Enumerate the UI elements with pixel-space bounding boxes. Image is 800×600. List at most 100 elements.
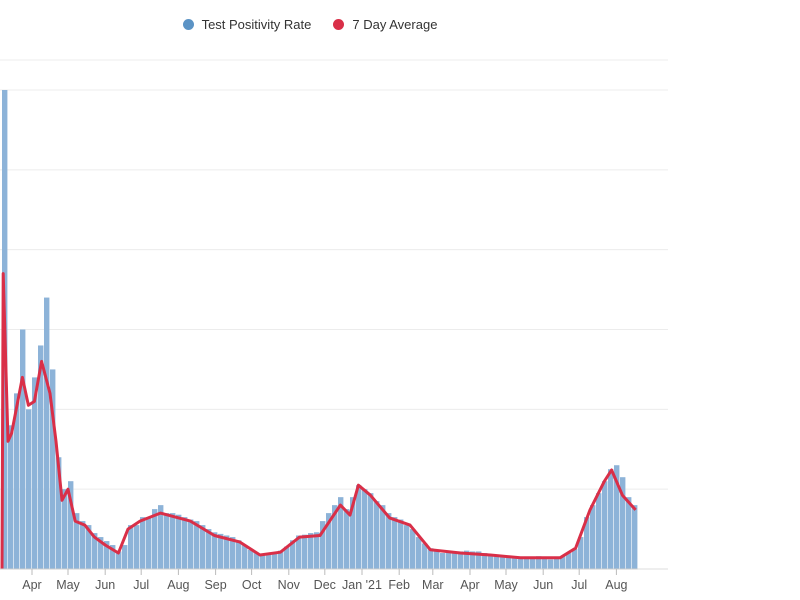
bar [584, 517, 590, 569]
bar [116, 551, 122, 569]
bar [248, 549, 254, 569]
bar [350, 497, 356, 569]
bar [494, 556, 500, 569]
x-tick-label: Mar [422, 578, 444, 592]
bar [134, 525, 140, 569]
bar [338, 497, 344, 569]
bar [62, 489, 68, 569]
bar [530, 558, 536, 569]
bar [554, 558, 560, 569]
bar [146, 517, 152, 569]
x-tick-label: Oct [242, 578, 262, 592]
bar [578, 537, 584, 569]
x-tick-label: Jul [133, 578, 149, 592]
x-tick-label: May [494, 578, 518, 592]
bar [332, 505, 338, 569]
bar [170, 513, 176, 569]
bar [110, 545, 116, 569]
bar [560, 556, 566, 569]
x-tick-label: Apr [460, 578, 479, 592]
bars [2, 90, 638, 569]
bar [548, 559, 554, 569]
bar [446, 553, 452, 569]
x-axis: Apr May Jun Jul Aug Sep Oct Nov Dec Jan '21 Feb Mar… [0, 568, 638, 592]
bar [434, 551, 440, 569]
bar [596, 493, 602, 569]
bar [242, 545, 248, 569]
bar [314, 532, 320, 569]
bar [380, 505, 386, 569]
bar [128, 525, 134, 569]
bar [362, 489, 368, 569]
bar [104, 541, 110, 569]
bar [632, 505, 638, 569]
x-tick-label: Dec [314, 578, 336, 592]
gridlines [0, 59, 668, 570]
legend-item-test-positivity-rate[interactable]: Test Positivity Rate [182, 17, 312, 32]
bar [626, 497, 632, 569]
bar [296, 535, 302, 569]
bar [308, 533, 314, 569]
bar [422, 543, 428, 569]
bar [278, 550, 284, 569]
bar [320, 521, 326, 569]
bar [272, 553, 278, 569]
bar [602, 481, 608, 569]
x-tick-label: Feb [388, 578, 410, 592]
bar [590, 505, 596, 569]
bar [344, 509, 350, 569]
bar [302, 534, 308, 569]
bar [188, 519, 194, 569]
bar [566, 553, 572, 569]
bar [38, 345, 44, 569]
bar [536, 556, 542, 569]
bar [140, 517, 146, 569]
bar [428, 548, 434, 569]
bar [614, 465, 620, 569]
bar [620, 477, 626, 569]
bar [326, 513, 332, 569]
bar [404, 525, 410, 569]
legend: Test Positivity Rate 7 Day Average [0, 17, 620, 32]
x-tick-label: Sep [204, 578, 226, 592]
bar [182, 517, 188, 569]
bar [206, 529, 212, 569]
x-tick-label: Apr [22, 578, 41, 592]
bar [8, 425, 14, 569]
legend-dot-red-icon [333, 19, 345, 30]
bar [518, 557, 524, 569]
bar [164, 513, 170, 569]
bar [218, 533, 224, 569]
bar [152, 509, 158, 569]
bar [98, 537, 104, 569]
bar [86, 525, 92, 569]
legend-label: 7 Day Average [352, 17, 438, 32]
bar [470, 551, 476, 569]
bar [92, 533, 98, 569]
legend-label: Test Positivity Rate [201, 17, 312, 32]
bar [488, 554, 494, 569]
bar [368, 493, 374, 569]
bar [44, 297, 50, 569]
bar [236, 540, 242, 569]
legend-dot-blue-icon [182, 19, 194, 30]
bar [32, 377, 38, 569]
bar [386, 513, 392, 569]
bar [260, 554, 266, 569]
bar [398, 519, 404, 569]
x-tick-label: Jun [95, 578, 115, 592]
bar [506, 557, 512, 569]
bar [50, 369, 56, 569]
bar [122, 545, 128, 569]
bar [176, 514, 182, 569]
bar [482, 553, 488, 569]
legend-item-7-day-average[interactable]: 7 Day Average [333, 17, 437, 32]
bar [476, 551, 482, 569]
bar [440, 553, 446, 569]
bar [524, 557, 530, 569]
x-tick-label: Jun [533, 578, 553, 592]
bar [224, 535, 230, 569]
x-tick-label: Nov [278, 578, 301, 592]
x-tick-label: Jan '21 [342, 578, 382, 592]
